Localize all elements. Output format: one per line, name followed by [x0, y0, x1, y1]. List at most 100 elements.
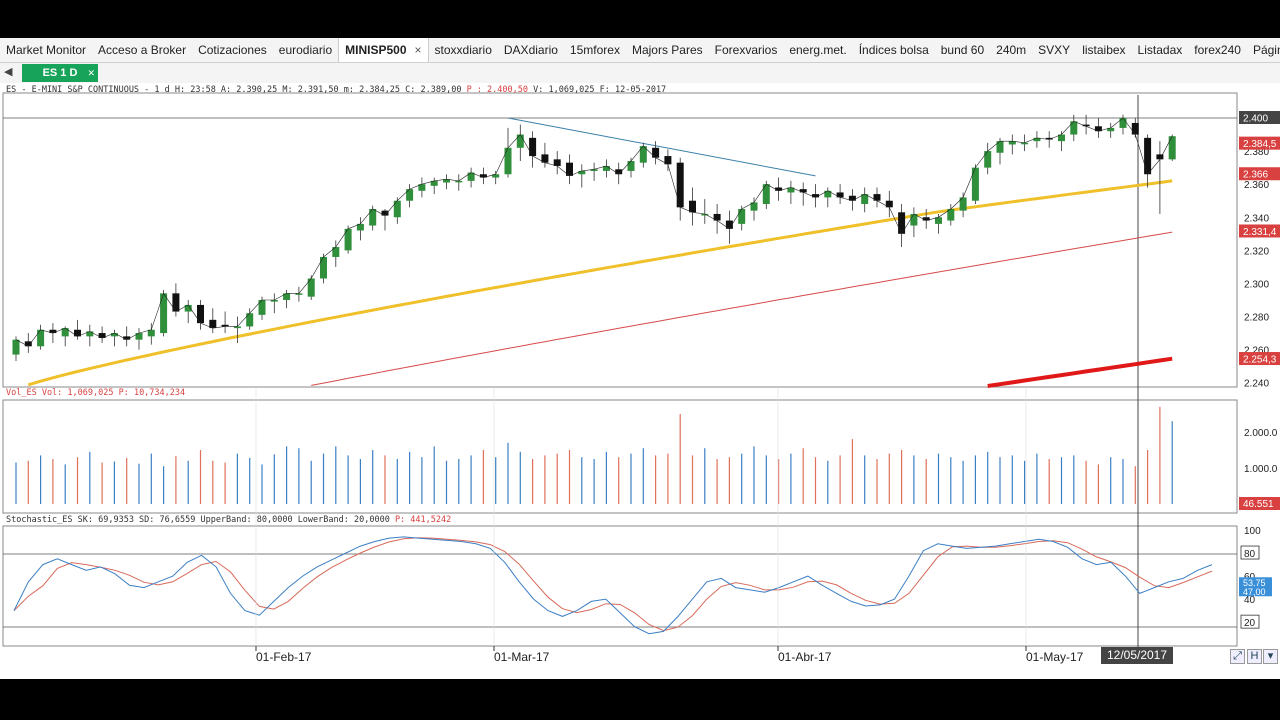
candle-body	[984, 151, 992, 168]
candle-body	[602, 165, 610, 171]
x-tick-label: 01-Mar-17	[494, 650, 550, 664]
candle-body	[283, 293, 291, 300]
candle-body	[135, 333, 143, 340]
volume-header-p: P: 10,734,234	[118, 388, 186, 398]
chart-canvas[interactable]: 2.380 2.360 2.340 2.320 2.300 2.280 2.260 2.240…	[0, 83, 1280, 679]
ma100-line	[311, 231, 1173, 386]
tab-label: DAXdiario	[503, 43, 558, 57]
candle-body	[504, 147, 512, 175]
tab--ndices-bolsa[interactable]: Índices bolsa	[853, 38, 935, 62]
stochastic-panel[interactable]	[2, 525, 1238, 647]
tab-bund-60[interactable]: bund 60	[935, 38, 990, 62]
candle-body	[184, 304, 192, 312]
price-tick-label: 2.380	[1244, 147, 1269, 158]
tab-label: SVXY	[1038, 43, 1071, 57]
candle-body	[393, 200, 401, 218]
scroll-left-icon[interactable]: ◀	[4, 66, 13, 78]
volume-tick-label: 2.000.0	[1244, 428, 1278, 439]
candle-body	[848, 195, 856, 201]
candle-body	[627, 161, 635, 171]
tab-label: Cotizaciones	[198, 43, 267, 57]
tab-forex240[interactable]: forex240	[1188, 38, 1247, 62]
tab-listadax[interactable]: Listadax	[1132, 38, 1189, 62]
close-line	[15, 117, 1173, 347]
price-header-p: P : 2.400,50	[466, 85, 528, 95]
candle-body	[775, 187, 783, 191]
candle-body	[1058, 134, 1065, 142]
candle-body	[197, 304, 204, 324]
volume-tick-label: 1.000.0	[1244, 464, 1278, 475]
price-header-text: ES - E-MINI S&P CONTINUOUS - 1 d H: 23:5…	[6, 85, 462, 95]
dropdown-icon[interactable]: ▾	[1263, 649, 1278, 664]
stoch-marker-box	[1239, 577, 1272, 588]
candle-body	[935, 217, 942, 224]
tab-market-monitor[interactable]: Market Monitor	[0, 38, 92, 62]
stoch-marker-label: 53,75	[1243, 578, 1266, 588]
close-icon[interactable]: ✕	[87, 68, 95, 78]
candle-body	[258, 299, 266, 315]
price-tick-label: 2.340	[1244, 213, 1269, 224]
candle-body	[713, 213, 721, 221]
stoch-tick-label: 20	[1244, 618, 1256, 629]
price-marker-label: 2.254,3	[1243, 355, 1277, 366]
tab-svxy[interactable]: SVXY	[1032, 38, 1076, 62]
candle-body	[344, 228, 352, 251]
candle-body	[861, 194, 869, 205]
candle-body	[160, 293, 168, 334]
price-tick-label: 2.320	[1244, 246, 1269, 257]
candle-body	[639, 146, 647, 163]
tab-majors-pares[interactable]: Majors Pares	[626, 38, 709, 62]
chart-tab-es-1d[interactable]: ES 1 D ✕	[22, 64, 98, 82]
candle-body	[430, 180, 438, 186]
candle-body	[615, 169, 623, 175]
tab-label: Índices bolsa	[858, 43, 929, 57]
tab-cotizaciones[interactable]: Cotizaciones	[192, 38, 273, 62]
tab-minisp500[interactable]: MINISP500 ×	[338, 38, 429, 62]
candle-body	[86, 331, 94, 337]
candle-body	[922, 217, 930, 221]
candle-body	[566, 162, 573, 176]
price-marker-label: 2.400	[1243, 114, 1268, 125]
volume-header-text: Vol_ES Vol: 1,069,025	[6, 388, 114, 398]
save-icon[interactable]: H	[1247, 649, 1262, 664]
candle-body	[1156, 154, 1164, 160]
tab-15mforex[interactable]: 15mforex	[564, 38, 626, 62]
tab-label: Forexvarios	[714, 43, 778, 57]
price-header-rest: V: 1,069,025 F: 12-05-2017	[533, 85, 667, 95]
price-panel[interactable]	[2, 92, 1238, 388]
candle-body	[701, 213, 709, 216]
candle-body	[74, 329, 81, 337]
candle-body	[885, 200, 893, 208]
tab-p-gina-21[interactable]: Página 21	[1247, 38, 1280, 62]
stoch-header-p: P: 441,5242	[394, 515, 452, 525]
tab-label: Market Monitor	[6, 43, 87, 57]
tab-240m[interactable]: 240m	[990, 38, 1032, 62]
zoom-icon[interactable]: ⤢	[1230, 649, 1245, 664]
tab-label: Página 21	[1252, 43, 1280, 57]
tab-forexvarios[interactable]: Forexvarios	[709, 38, 784, 62]
candle-body	[172, 293, 180, 312]
candle-body	[787, 187, 795, 193]
candle-body	[1008, 141, 1016, 145]
stoch-marker-label: 47,00	[1243, 587, 1266, 597]
close-tab-icon[interactable]: ×	[414, 43, 422, 57]
chart-area[interactable]: 2.380 2.360 2.340 2.320 2.300 2.280 2.260 2.240…	[0, 83, 1280, 679]
candle-body	[910, 213, 918, 226]
tab-eurodiario[interactable]: eurodiario	[273, 38, 338, 62]
candle-body	[1168, 136, 1176, 160]
tab-listaibex[interactable]: listaibex	[1076, 38, 1131, 62]
candle-body	[873, 194, 881, 201]
tab-acceso-a-broker[interactable]: Acceso a Broker	[92, 38, 192, 62]
x-tick-label: 01-May-17	[1026, 650, 1084, 664]
tab-stoxxdiario[interactable]: stoxxdiario	[429, 38, 498, 62]
stoch-band-box	[1240, 545, 1260, 560]
price-tick-label: 2.300	[1244, 279, 1269, 290]
candle-body	[553, 159, 561, 166]
tab-energ-met-[interactable]: energ.met.	[783, 38, 852, 62]
tab-daxdiario[interactable]: DAXdiario	[498, 38, 564, 62]
price-tick-label: 2.240	[1244, 379, 1269, 390]
volume-panel[interactable]	[2, 399, 1238, 514]
price-header: ES - E-MINI S&P CONTINUOUS - 1 d H: 23:5…	[6, 85, 666, 95]
candle-body	[320, 256, 327, 279]
candle-body	[750, 202, 758, 211]
